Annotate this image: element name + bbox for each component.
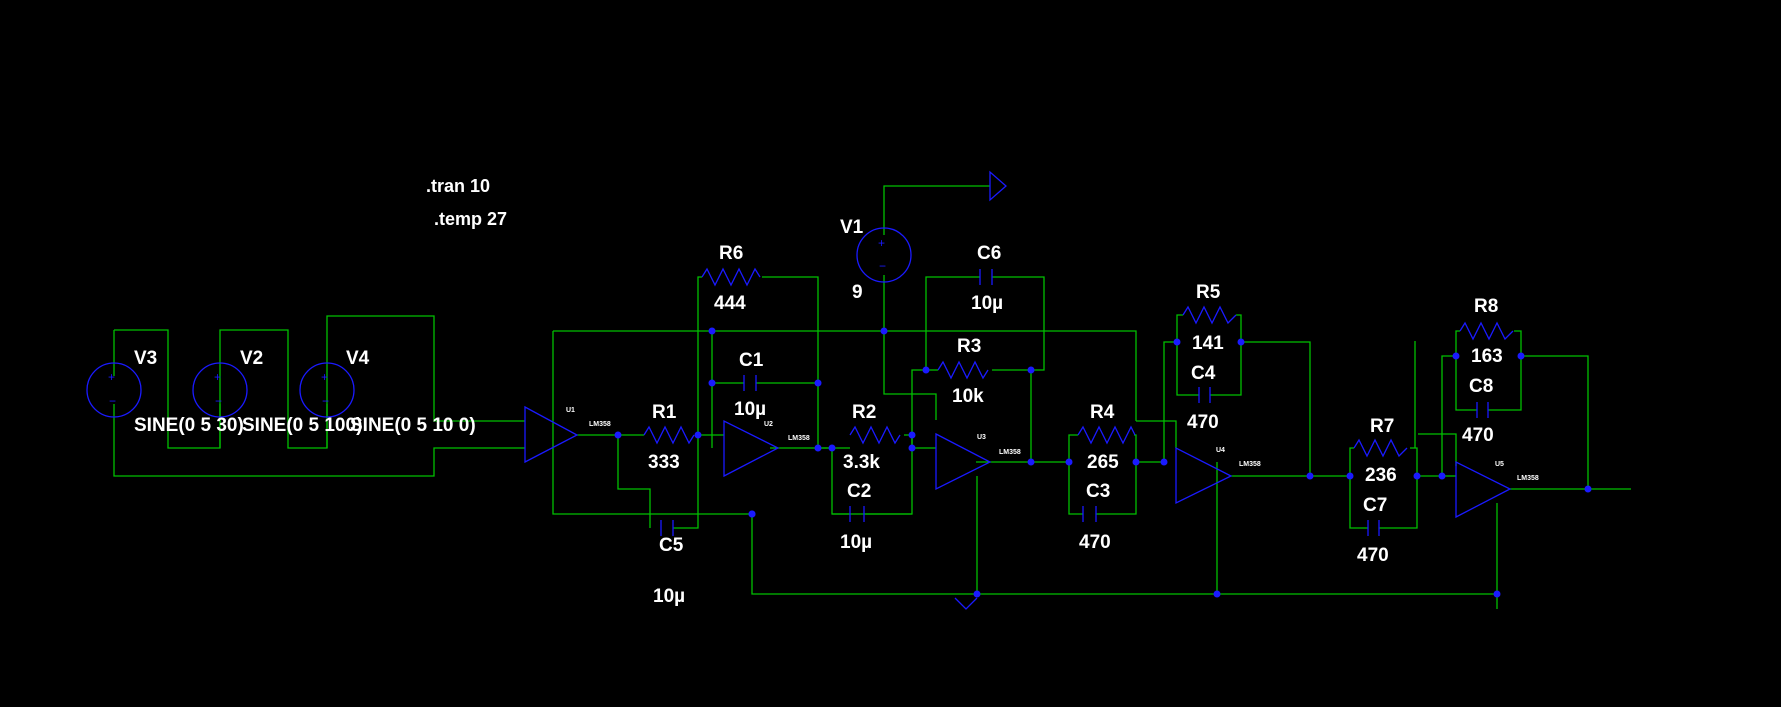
- ground-symbol: [954, 597, 978, 610]
- opamp-u1[interactable]: U1 LM358: [524, 405, 611, 464]
- capacitor-c7[interactable]: [1367, 520, 1380, 536]
- ref-c6: C6: [977, 243, 1001, 264]
- opamp-u5[interactable]: U5 LM358: [1455, 460, 1539, 519]
- directive-tran[interactable]: .tran 10: [426, 176, 490, 196]
- source-value-v2: SINE(0 5 100): [242, 415, 362, 436]
- directive-temp[interactable]: .temp 27: [434, 209, 507, 229]
- ref-c8: C8: [1469, 376, 1493, 397]
- resistor-r5[interactable]: [1182, 305, 1237, 325]
- source-ref-v2: V2: [240, 348, 263, 369]
- junction-dots: [614, 327, 1592, 598]
- resistor-r2[interactable]: [849, 425, 901, 445]
- source-ref-v3: V3: [134, 348, 157, 369]
- capacitor-c5[interactable]: [660, 520, 674, 536]
- svg-text:−: −: [109, 394, 116, 408]
- opamp-ref-u3: U3: [977, 434, 986, 441]
- voltage-source-v2[interactable]: +−: [192, 362, 248, 418]
- opamp-ref-u4: U4: [1216, 447, 1225, 454]
- value-c1: 10µ: [734, 399, 766, 420]
- value-c8: 470: [1462, 425, 1494, 446]
- svg-text:+: +: [321, 370, 328, 384]
- ref-c2: C2: [847, 481, 871, 502]
- wires[interactable]: [113, 185, 1631, 609]
- ref-r6: R6: [719, 243, 743, 264]
- ref-c7: C7: [1363, 495, 1387, 516]
- opamp-u3[interactable]: U3 LM358: [935, 432, 1021, 491]
- value-c2: 10µ: [840, 532, 872, 553]
- source-ref-v1: V1: [840, 217, 864, 238]
- opamp-model-u2: LM358: [788, 435, 810, 442]
- value-r5: 141: [1192, 333, 1224, 354]
- capacitor-c1[interactable]: [743, 375, 757, 391]
- opamp-ref-u1: U1: [566, 407, 575, 414]
- svg-text:+: +: [878, 236, 885, 250]
- opamp-ref-u2: U2: [764, 421, 773, 428]
- resistor-r4[interactable]: [1077, 425, 1136, 445]
- value-r3: 10k: [952, 386, 984, 407]
- source-value-v4: SINE(0 5 10 0): [350, 415, 476, 436]
- value-r6: 444: [714, 293, 746, 314]
- ref-r2: R2: [852, 402, 876, 423]
- svg-text:−: −: [879, 259, 886, 273]
- value-r4: 265: [1087, 452, 1119, 473]
- svg-text:−: −: [322, 394, 329, 408]
- capacitor-c3[interactable]: [1082, 506, 1097, 522]
- opamp-ref-u5: U5: [1495, 461, 1504, 468]
- ref-r5: R5: [1196, 282, 1221, 303]
- capacitor-c4[interactable]: [1198, 387, 1211, 403]
- ref-c1: C1: [739, 350, 764, 371]
- value-r1: 333: [648, 452, 680, 473]
- capacitor-c6[interactable]: [979, 269, 993, 285]
- opamp-u4[interactable]: U4 LM358: [1175, 446, 1261, 505]
- ref-r7: R7: [1370, 416, 1394, 437]
- resistor-r6[interactable]: [701, 267, 761, 287]
- svg-text:+: +: [108, 370, 115, 384]
- value-c7: 470: [1357, 545, 1389, 566]
- svg-text:+: +: [214, 370, 221, 384]
- source-ref-v4: V4: [346, 348, 370, 369]
- ref-r1: R1: [652, 402, 677, 423]
- resistor-r1[interactable]: [643, 425, 695, 445]
- opamp-model-u4: LM358: [1239, 461, 1261, 468]
- voltage-source-v3[interactable]: +−: [86, 362, 142, 418]
- value-c4: 470: [1187, 412, 1219, 433]
- opamp-model-u1: LM358: [589, 421, 611, 428]
- value-r7: 236: [1365, 465, 1397, 486]
- ref-r4: R4: [1090, 402, 1115, 423]
- voltage-source-v1[interactable]: +−: [856, 170, 1007, 283]
- opamp-u2[interactable]: U2 LM358: [723, 419, 810, 478]
- opamp-model-u5: LM358: [1517, 475, 1539, 482]
- ref-r8: R8: [1474, 296, 1498, 317]
- value-r8: 163: [1471, 346, 1503, 367]
- opamp-model-u3: LM358: [999, 449, 1021, 456]
- capacitor-c2[interactable]: [849, 506, 865, 522]
- value-c5: 10µ: [653, 586, 685, 607]
- source-value-v1: 9: [852, 282, 863, 303]
- capacitor-c8[interactable]: [1476, 402, 1489, 418]
- svg-text:−: −: [215, 394, 222, 408]
- value-r2: 3.3k: [843, 452, 880, 473]
- voltage-source-v4[interactable]: +−: [299, 362, 355, 418]
- ref-c3: C3: [1086, 481, 1110, 502]
- ref-c4: C4: [1191, 363, 1216, 384]
- ref-r3: R3: [957, 336, 981, 357]
- ref-c5: C5: [659, 535, 684, 556]
- resistor-r3[interactable]: [937, 360, 989, 380]
- source-value-v3: SINE(0 5 30): [134, 415, 244, 436]
- resistor-r7[interactable]: [1353, 438, 1408, 458]
- value-c3: 470: [1079, 532, 1111, 553]
- value-c6: 10µ: [971, 293, 1003, 314]
- resistor-r8[interactable]: [1459, 321, 1514, 341]
